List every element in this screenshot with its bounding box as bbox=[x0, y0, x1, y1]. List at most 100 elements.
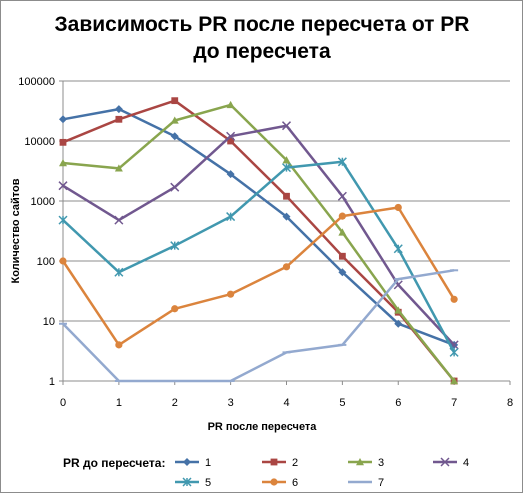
data-point bbox=[170, 182, 180, 192]
y-axis-title: Количество сайтов bbox=[10, 178, 22, 283]
legend-item: 7 bbox=[348, 477, 384, 489]
data-point bbox=[337, 191, 347, 201]
data-point bbox=[171, 305, 179, 313]
data-point bbox=[282, 212, 291, 221]
y-tick-label: 100 bbox=[37, 256, 55, 268]
data-point bbox=[58, 181, 68, 191]
series-line bbox=[62, 99, 456, 382]
series-line bbox=[62, 160, 456, 353]
legend-label: 1 bbox=[205, 457, 211, 469]
data-point bbox=[115, 341, 123, 349]
gridlines bbox=[63, 80, 510, 322]
legend: PR до пересчета: 1 2 3 4 5 6 7 bbox=[63, 456, 469, 489]
series-line bbox=[62, 103, 456, 382]
data-point bbox=[449, 347, 459, 357]
data-point bbox=[170, 132, 179, 141]
legend-item: 3 bbox=[348, 457, 384, 469]
data-point bbox=[356, 458, 364, 466]
y-tick-labels: 1 10 100 1000 10000 100000 bbox=[18, 76, 55, 388]
y-tick-label: 100000 bbox=[18, 76, 55, 88]
series-line bbox=[62, 269, 455, 383]
data-point bbox=[283, 192, 290, 200]
x-tick-label: 6 bbox=[395, 397, 401, 409]
y-tick-label: 10 bbox=[43, 316, 55, 328]
y-tick-label: 10000 bbox=[24, 136, 55, 148]
data-point bbox=[282, 263, 291, 271]
x-tick-labels: 0 1 2 3 4 5 6 7 8 bbox=[60, 397, 513, 409]
data-point bbox=[450, 377, 459, 385]
series-4 bbox=[58, 121, 459, 350]
data-point bbox=[337, 157, 347, 167]
data-point bbox=[182, 477, 192, 487]
legend-item: 4 bbox=[433, 457, 469, 469]
series-line bbox=[62, 124, 456, 346]
data-point bbox=[338, 252, 346, 260]
series-3 bbox=[59, 100, 459, 385]
x-tick-label: 4 bbox=[283, 397, 289, 409]
data-point bbox=[338, 268, 347, 277]
x-tick-label: 2 bbox=[172, 397, 178, 409]
data-point bbox=[450, 295, 458, 303]
data-point bbox=[114, 215, 124, 225]
x-tick-label: 3 bbox=[228, 397, 234, 409]
data-point bbox=[114, 164, 123, 172]
series-lines bbox=[58, 97, 459, 385]
data-point bbox=[183, 458, 191, 466]
x-axis-title: PR после пересчета bbox=[208, 421, 318, 433]
data-point bbox=[393, 244, 403, 254]
data-point bbox=[114, 105, 123, 114]
data-point bbox=[282, 156, 291, 164]
legend-title: PR до пересчета: bbox=[63, 456, 165, 470]
data-point bbox=[281, 163, 292, 173]
legend-item: 5 bbox=[175, 477, 211, 489]
data-point bbox=[440, 457, 450, 467]
series-6 bbox=[59, 203, 458, 349]
data-point bbox=[227, 137, 235, 145]
x-tick-label: 8 bbox=[507, 397, 513, 409]
data-point bbox=[394, 306, 403, 314]
data-point bbox=[58, 215, 68, 225]
x-tick-label: 5 bbox=[339, 397, 345, 409]
data-point bbox=[281, 121, 292, 131]
legend-label: 7 bbox=[378, 477, 384, 489]
legend-label: 5 bbox=[205, 477, 211, 489]
x-tick-label: 1 bbox=[116, 397, 122, 409]
legend-label: 2 bbox=[292, 457, 298, 469]
legend-items: 1 2 3 4 5 6 7 bbox=[175, 457, 469, 489]
x-tick-label: 7 bbox=[451, 397, 457, 409]
data-point bbox=[394, 203, 402, 212]
data-point bbox=[226, 212, 236, 222]
x-tick-label: 0 bbox=[60, 397, 66, 409]
series-line bbox=[62, 107, 455, 347]
data-point bbox=[59, 138, 67, 146]
data-point bbox=[171, 97, 179, 105]
data-point bbox=[226, 170, 235, 179]
series-5 bbox=[58, 157, 459, 357]
data-point bbox=[170, 241, 180, 251]
series-7 bbox=[59, 269, 459, 383]
series-line bbox=[61, 206, 456, 347]
data-point bbox=[170, 116, 179, 124]
chart-title-line-2: до пересчета bbox=[193, 40, 331, 63]
data-point bbox=[115, 115, 123, 123]
data-point bbox=[270, 458, 278, 466]
data-point bbox=[227, 290, 235, 298]
y-tick-label: 1 bbox=[49, 376, 55, 388]
data-point bbox=[59, 257, 67, 265]
legend-label: 3 bbox=[378, 457, 384, 469]
data-point bbox=[59, 115, 67, 124]
data-point bbox=[114, 267, 124, 277]
data-point bbox=[270, 478, 278, 486]
legend-item: 2 bbox=[262, 457, 298, 469]
data-point bbox=[59, 158, 67, 167]
data-point bbox=[338, 228, 347, 236]
data-point bbox=[226, 131, 236, 141]
legend-item: 6 bbox=[262, 477, 298, 489]
data-point bbox=[338, 212, 346, 220]
data-point bbox=[394, 319, 403, 328]
data-point bbox=[226, 100, 235, 109]
series-1 bbox=[59, 105, 459, 349]
chart-title-line-1: Зависимость PR после пересчета от PR bbox=[55, 13, 470, 36]
